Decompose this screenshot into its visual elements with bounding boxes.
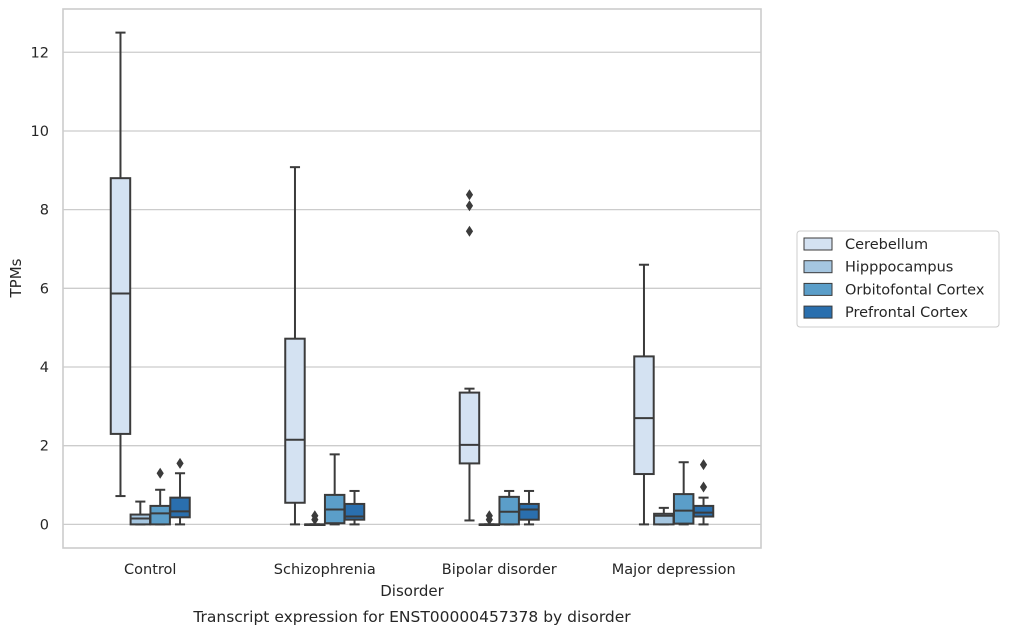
outlier-point [311,510,319,522]
x-tick-label: Control [124,562,176,578]
box [672,493,695,525]
box-group [653,506,675,526]
x-tick-label: Bipolar disorder [442,562,557,578]
box-group [149,467,171,526]
box [169,496,191,519]
box-group [304,510,326,526]
x-axis-label: Disorder [380,582,444,600]
legend-label: Orbitofontal Cortex [845,282,985,298]
y-tick-label: 6 [40,281,49,297]
box [458,391,481,465]
box-group [692,459,715,526]
box [149,504,171,526]
box-group [478,510,501,526]
box [692,504,715,518]
outlier-point [156,467,164,479]
box [109,177,132,435]
outlier-point [465,200,474,212]
y-tick-label: 2 [40,439,49,455]
box-group [633,263,655,526]
chart-caption: Transcript expression for ENST0000045737… [192,608,631,626]
axes: 0 2 4 6 8 10 12 Control Schizophrenia Bipolar dis… [31,45,736,578]
plot-frame [62,8,762,549]
box-group [284,166,306,526]
legend-label: Hipppocampus [845,260,953,276]
box-group [109,31,132,498]
box [633,355,655,476]
y-axis-label: TPMs [7,258,25,298]
y-tick-label: 4 [40,360,49,376]
box [498,495,520,526]
box-group [323,453,346,526]
legend-swatch [803,237,833,251]
outlier-point [465,225,474,237]
outlier-point [176,457,184,469]
legend-frame [796,230,1000,328]
legend-swatch [803,305,833,319]
box-group [498,489,520,526]
box-group [518,489,540,526]
gridlines [63,51,761,526]
box-group [343,489,366,526]
plot-area [109,31,715,526]
outlier-point [485,510,493,522]
outlier-point [699,481,708,493]
box-group [458,189,481,522]
y-tick-label: 0 [40,517,49,533]
legend-swatch [803,282,833,296]
box-group [169,457,191,526]
outlier-point [699,459,708,471]
box [518,502,540,521]
legend: Cerebellum Hipppocampus Orbitofontal Corte… [796,230,1000,328]
y-tick-label: 12 [31,45,49,61]
legend-swatch [803,260,833,274]
box [284,337,306,504]
y-tick-label: 8 [40,203,49,219]
x-tick-label: Schizophrenia [274,562,376,578]
box-group [672,461,695,526]
legend-label: Cerebellum [845,237,928,253]
box-group [129,500,152,526]
y-tick-label: 10 [31,124,49,140]
legend-label: Prefrontal Cortex [845,305,968,321]
outlier-point [465,189,474,201]
x-tick-label: Major depression [612,562,736,578]
